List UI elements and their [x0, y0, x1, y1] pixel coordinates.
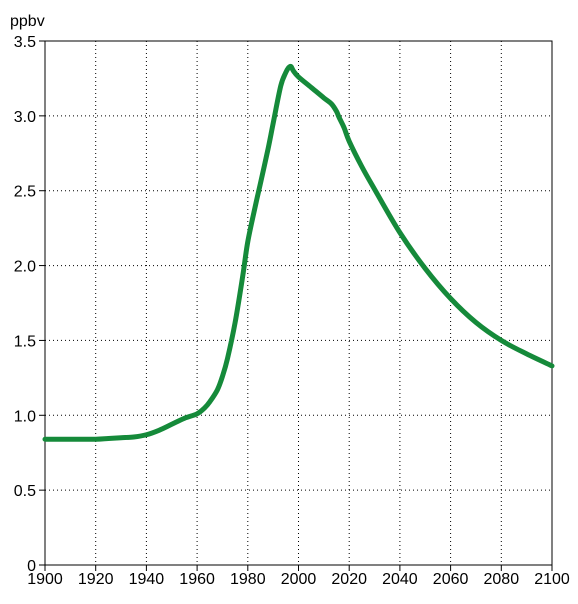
x-tick-label: 1920	[78, 571, 114, 588]
unit-label: ppbv	[10, 13, 45, 30]
plot-frame	[44, 40, 553, 566]
y-tick-label: 2.5	[14, 184, 36, 201]
y-tick-label: 0.5	[14, 483, 36, 500]
x-tick-label: 2100	[534, 571, 570, 588]
x-tick-label: 1980	[230, 571, 266, 588]
grid	[45, 41, 552, 565]
series-layer	[42, 63, 555, 442]
y-tick-label: 3.0	[14, 109, 36, 126]
y-tick-label: 2.0	[14, 259, 36, 276]
x-tick-label: 2080	[484, 571, 520, 588]
x-tick-label: 1940	[129, 571, 165, 588]
x-tick-label: 1960	[179, 571, 215, 588]
x-tick-label: 2060	[433, 571, 469, 588]
x-tick-label: 2000	[281, 571, 317, 588]
y-tick-label: 3.5	[14, 34, 36, 51]
y-tick-label: 1.5	[14, 333, 36, 350]
x-tick-label: 2020	[331, 571, 367, 588]
x-tick-label: 1900	[27, 571, 63, 588]
x-tick-label: 2040	[382, 571, 418, 588]
y-tick-label: 1.0	[14, 408, 36, 425]
y-tick-label: 0	[27, 558, 36, 575]
y-axis-ticks: 0 0.5 1.0 1.5 2.0 2.5 3.0 3.5	[14, 34, 45, 575]
series-line	[42, 63, 555, 442]
x-axis-ticks: 1900 1920 1940 1960 1980 2000 2020 2040 2060 2080…	[27, 565, 570, 588]
